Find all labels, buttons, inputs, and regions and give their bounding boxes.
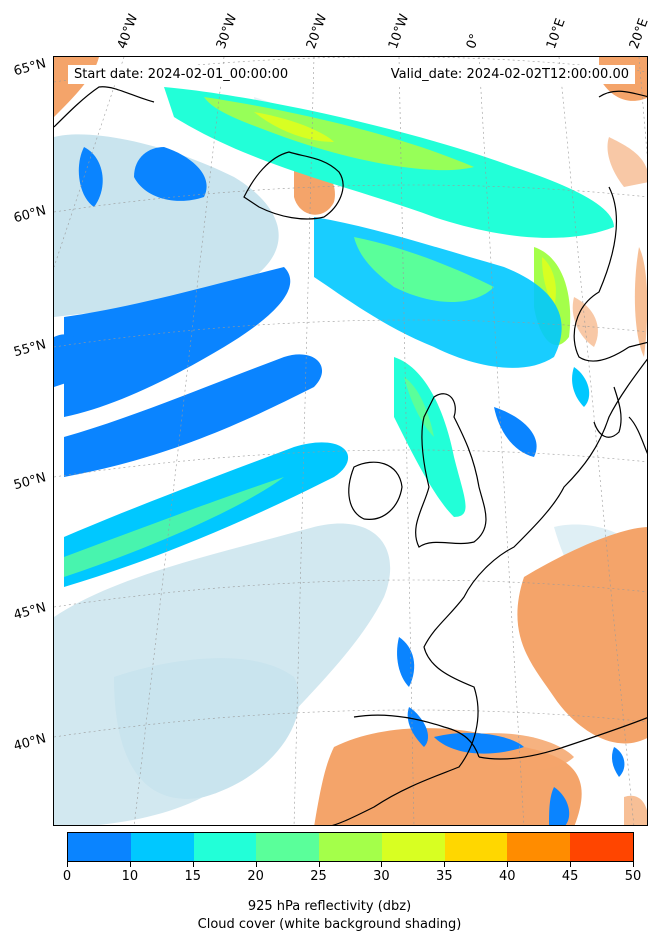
colorbar-tick-label: 50 [624,869,642,884]
mediterranean-coast [478,717,647,760]
lon-label-10e: 10°E [543,16,569,51]
colorbar-tick [318,862,320,867]
lon-label-0: 0° [463,31,484,51]
colorbar-segment [193,833,257,861]
colorbar-segment [570,833,634,861]
colorbar-segment [256,833,320,861]
colorbar-tick-label: 30 [373,869,390,884]
lat-label-65n: 65°N [12,56,48,80]
map-canvas [54,57,647,825]
map-panel: Start date: 2024-02-01_00:00:00 Valid_da… [53,56,648,826]
europe-coast [331,358,647,825]
colorbar-segment [507,833,571,861]
colorbar-tick [192,862,194,867]
colorbar-tick-label: 20 [247,869,264,884]
lon-label-10w: 10°W [385,12,413,51]
lon-label-40w: 40°W [114,12,142,51]
ireland-coast [348,461,403,520]
colorbar-label: 925 hPa reflectivity (dbz) [247,899,412,914]
scandinavia-coast [573,90,647,362]
lon-label-30w: 30°W [213,12,241,51]
colorbar-tick [255,862,257,867]
colorbar-sublabel: Cloud cover (white background shading) [197,917,462,932]
colorbar-tick-label: 10 [121,869,139,884]
colorbar-segment [130,833,194,861]
lat-label-55n: 55°N [12,337,48,361]
colorbar-tick [507,862,509,867]
lat-label-40n: 40°N [12,731,48,755]
valid-date-label: Valid_date: 2024-02-02T12:00:00.00 [384,65,635,84]
colorbar-tick [381,862,383,867]
lon-label-20w: 20°W [303,12,331,51]
lat-label-45n: 45°N [12,600,48,624]
land-shading [54,57,647,825]
lat-label-50n: 50°N [12,470,48,494]
reflectivity-contours [54,87,625,825]
denmark-coast [593,386,647,455]
greenland-coast [54,86,155,128]
graticule [54,57,647,825]
coastlines [54,86,647,825]
colorbar-tick-label: 40 [498,869,516,884]
britain-coast [415,393,487,548]
colorbar-segment [381,833,445,861]
colorbar-tick-label: 45 [561,869,579,884]
iceland-coast [243,151,344,220]
colorbar-tick [444,862,446,867]
colorbar-tick [129,862,131,867]
colorbar [67,832,634,862]
lon-label-20e: 20°E [626,16,652,51]
colorbar-tick [633,862,634,867]
colorbar-tick-label: 0 [62,869,72,884]
colorbar-tick [67,862,68,867]
colorbar-tick [570,862,572,867]
colorbar-segment [68,833,131,861]
iberia-coast [353,714,480,758]
colorbar-tick-label: 35 [436,869,453,884]
colorbar-segment [444,833,508,861]
lat-label-60n: 60°N [12,203,48,227]
colorbar-segment [319,833,382,861]
colorbar-tick-label: 15 [184,869,202,884]
colorbar-tick-label: 25 [310,869,327,884]
start-date-label: Start date: 2024-02-01_00:00:00 [68,65,295,84]
